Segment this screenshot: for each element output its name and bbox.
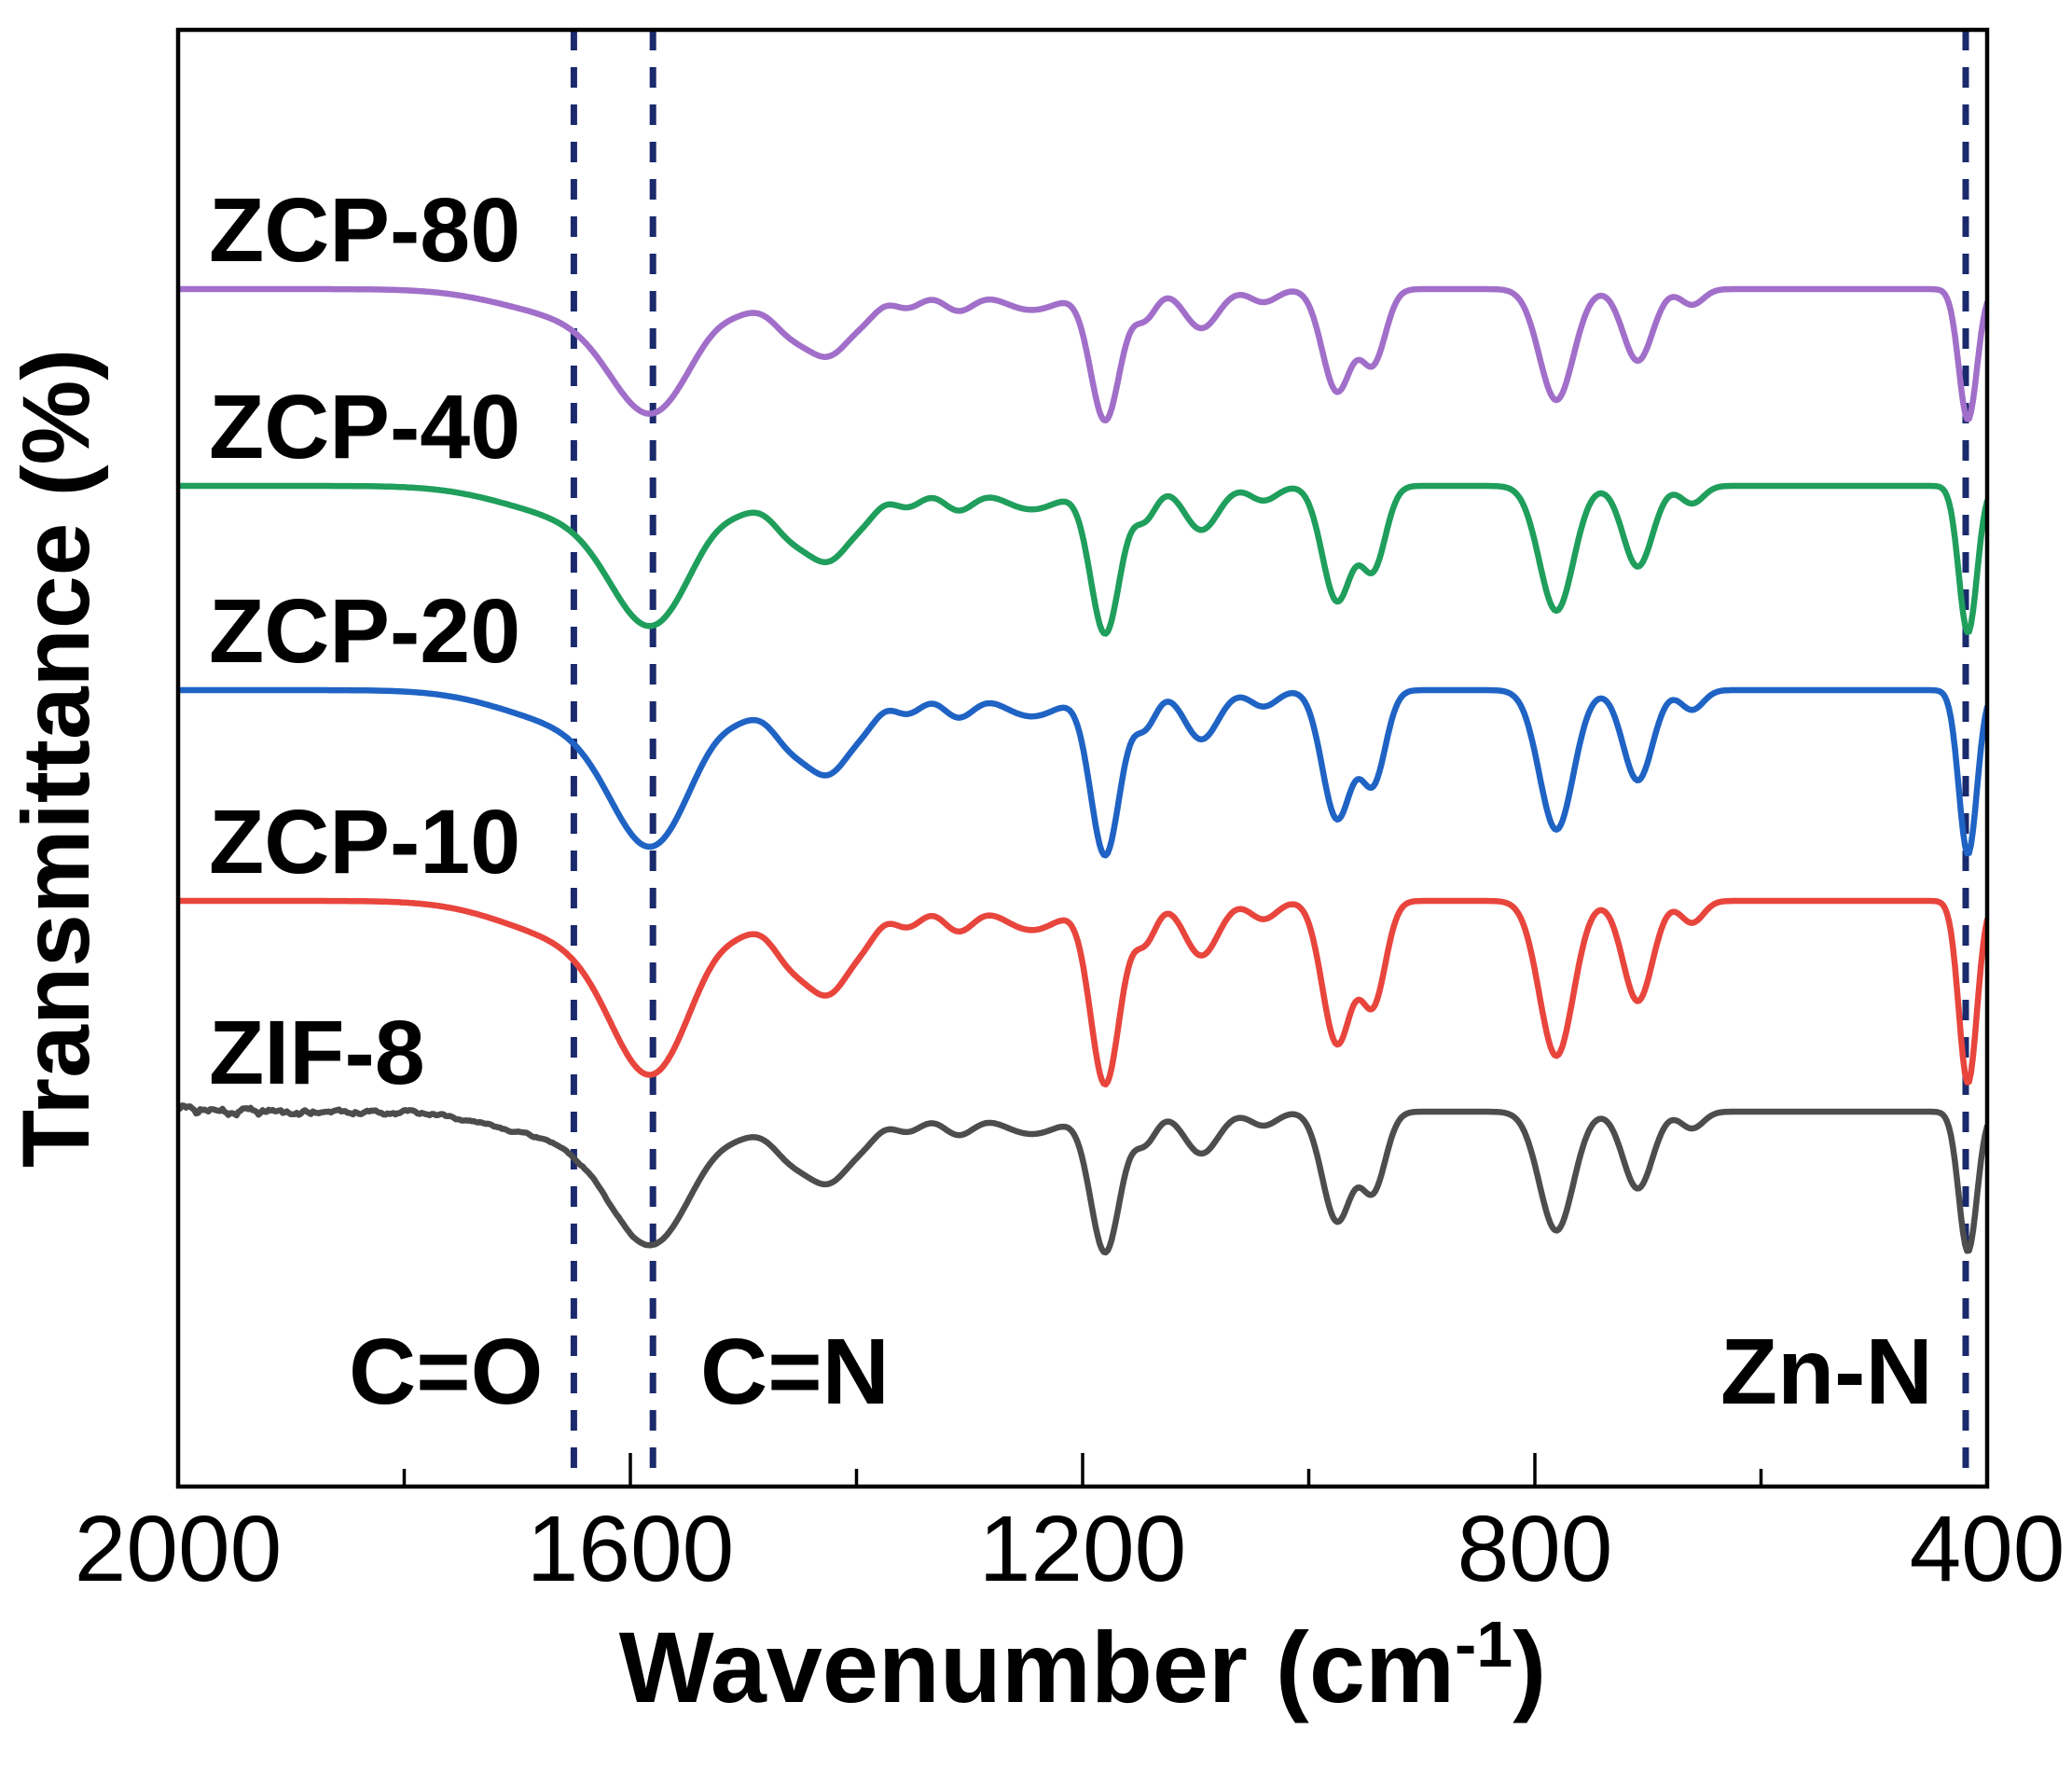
svg-text:Transmittance (%): Transmittance (%): [3, 349, 109, 1169]
svg-text:ZCP-40: ZCP-40: [209, 376, 520, 477]
svg-text:ZCP-10: ZCP-10: [209, 791, 520, 892]
svg-text:1600: 1600: [527, 1497, 734, 1601]
svg-text:C=O: C=O: [349, 1320, 543, 1424]
svg-text:ZCP-20: ZCP-20: [209, 580, 520, 682]
svg-text:800: 800: [1457, 1497, 1613, 1601]
svg-text:Zn-N: Zn-N: [1720, 1320, 1933, 1424]
svg-text:Wavenumber (cm-1): Wavenumber (cm-1): [619, 1608, 1546, 1723]
svg-text:ZCP-80: ZCP-80: [209, 179, 520, 281]
svg-text:ZIF-8: ZIF-8: [209, 1002, 425, 1103]
svg-text:C=N: C=N: [700, 1320, 890, 1424]
svg-text:1200: 1200: [979, 1497, 1186, 1601]
svg-text:2000: 2000: [75, 1497, 282, 1601]
svg-text:400: 400: [1910, 1497, 2065, 1601]
